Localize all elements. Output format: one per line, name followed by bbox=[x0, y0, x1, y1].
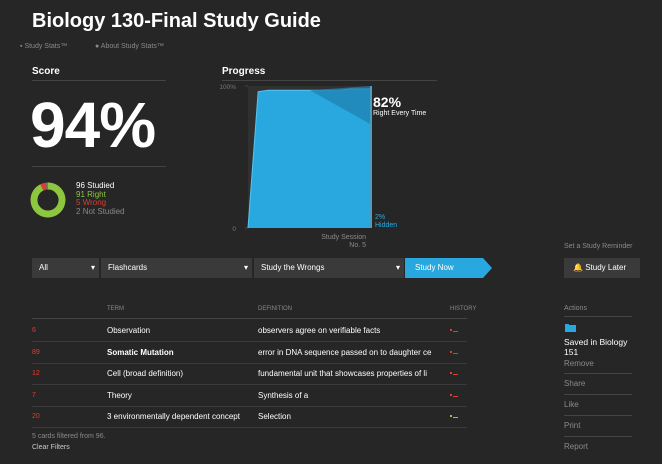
x-label-line: No. 5 bbox=[349, 242, 366, 249]
cell: fundamental unit that showcases properti… bbox=[258, 369, 427, 378]
select-text[interactable]: All bbox=[39, 263, 48, 272]
hidden-caption: Hidden bbox=[375, 222, 398, 229]
history-icon bbox=[450, 393, 458, 397]
title: Biology 130-Final Study Guide bbox=[32, 10, 321, 32]
y-tick-label: 0 bbox=[232, 226, 236, 233]
y-tick-label: 100% bbox=[219, 84, 236, 91]
x-label: Study Session No. 5 bbox=[300, 234, 366, 250]
studied: 96 Studied bbox=[76, 181, 125, 191]
right-caption: Right Every Time bbox=[373, 110, 427, 117]
cell: 7 bbox=[32, 391, 36, 399]
score-value: 94% bbox=[30, 89, 156, 161]
table-row: 89 Somatic Mutation error in DNA sequence … bbox=[32, 342, 467, 364]
select-text[interactable]: Flashcards bbox=[108, 263, 148, 272]
stats-link[interactable]: ▪ Study Stats™ bbox=[20, 43, 68, 50]
cell: Cell (broad definition) bbox=[107, 369, 184, 378]
folder-icon bbox=[565, 324, 576, 332]
filter-note: 5 cards filtered from 96. bbox=[32, 433, 106, 440]
cell: 6 bbox=[32, 327, 36, 334]
filter-select[interactable]: All ▾ bbox=[32, 258, 99, 278]
label: Not Studied bbox=[82, 206, 125, 216]
set-select[interactable]: Study the Wrongs ▾ bbox=[254, 258, 404, 278]
button-text[interactable]: Study Later bbox=[585, 263, 627, 272]
table-row: 12 Cell (broad definition) fundamental uni… bbox=[32, 363, 467, 385]
study-later[interactable]: 🔔 Study Later bbox=[564, 258, 640, 278]
th: HISTORY bbox=[450, 306, 477, 312]
action-divider bbox=[564, 415, 632, 416]
action[interactable]: Share bbox=[564, 379, 586, 388]
cell: 20 bbox=[32, 413, 40, 420]
reminder-label: Set a Study Reminder bbox=[564, 243, 633, 250]
layer-band bbox=[310, 86, 370, 124]
wrong: 5 Wrong bbox=[76, 198, 125, 208]
table-row: 7 Theory Synthesis of a bbox=[32, 385, 467, 407]
action-divider bbox=[564, 394, 632, 395]
donut-segment bbox=[30, 182, 66, 218]
saved-in[interactable]: Saved in Biology 151 bbox=[564, 337, 628, 357]
cell: Observation bbox=[107, 326, 151, 335]
x-label-line: Study Session bbox=[321, 234, 366, 241]
not-studied: 2 Not Studied bbox=[76, 206, 125, 217]
cell: observers agree on verifiable facts bbox=[258, 326, 381, 335]
count: 5 bbox=[76, 198, 81, 207]
button-text[interactable]: Study Now bbox=[415, 263, 454, 272]
count: 96 bbox=[76, 181, 85, 190]
select-text[interactable]: Study the Wrongs bbox=[261, 263, 325, 272]
th: TERM bbox=[107, 306, 124, 312]
action[interactable]: Print bbox=[564, 421, 581, 430]
th: DEFINITION bbox=[258, 306, 292, 312]
remove[interactable]: Remove bbox=[564, 359, 594, 368]
breakdown: 96 Studied 91 Right 5 Wrong 2 Not Studie… bbox=[76, 181, 125, 217]
table-row: 6 Observation observers agree on verifiabl… bbox=[32, 320, 467, 342]
cell: 89 bbox=[32, 348, 40, 356]
history-icon bbox=[450, 329, 458, 332]
action[interactable]: Report bbox=[564, 442, 589, 451]
action-divider bbox=[564, 373, 632, 374]
cell: 3 environmentally dependent concept bbox=[107, 412, 240, 421]
table-row: 20 3 environmentally dependent concept Sel… bbox=[32, 406, 467, 428]
label: Studied bbox=[87, 181, 115, 190]
progress-heading: Progress bbox=[222, 66, 266, 77]
count: 91 bbox=[76, 189, 85, 199]
progress-chart: 100% 0 bbox=[219, 84, 372, 233]
arrow bbox=[483, 258, 492, 278]
donut bbox=[30, 182, 66, 218]
right-pct: 82% bbox=[373, 94, 402, 110]
actions-heading: Actions bbox=[564, 305, 587, 312]
study-now[interactable]: Study Now bbox=[405, 258, 483, 278]
label: Right bbox=[87, 189, 106, 199]
cell: Theory bbox=[107, 390, 132, 400]
history-icon bbox=[450, 415, 458, 418]
hidden-pct: 2% bbox=[375, 214, 386, 221]
progress-area bbox=[248, 88, 370, 228]
clear-filters[interactable]: Clear Filters bbox=[32, 444, 70, 451]
cell: Synthesis of a bbox=[258, 390, 309, 400]
donut-segment bbox=[40, 182, 47, 191]
action-divider bbox=[564, 436, 632, 437]
history-icon bbox=[450, 350, 458, 354]
score-heading: Score bbox=[32, 66, 60, 77]
cell: Somatic Mutation bbox=[107, 347, 174, 357]
about-link[interactable]: ● About Study Stats™ bbox=[95, 43, 164, 50]
right: 91 Right bbox=[76, 189, 125, 200]
cell: Selection bbox=[258, 412, 291, 421]
cell: 12 bbox=[32, 370, 40, 377]
link-text[interactable]: Study Stats™ bbox=[24, 43, 68, 50]
history-icon bbox=[450, 372, 458, 375]
mode-select[interactable]: Flashcards ▾ bbox=[101, 258, 252, 278]
cell: error in DNA sequence passed on to daugh… bbox=[258, 347, 432, 357]
label: Wrong bbox=[82, 198, 107, 207]
count: 2 bbox=[76, 206, 81, 216]
action[interactable]: Like bbox=[564, 400, 579, 409]
link-text[interactable]: About Study Stats™ bbox=[100, 43, 164, 50]
